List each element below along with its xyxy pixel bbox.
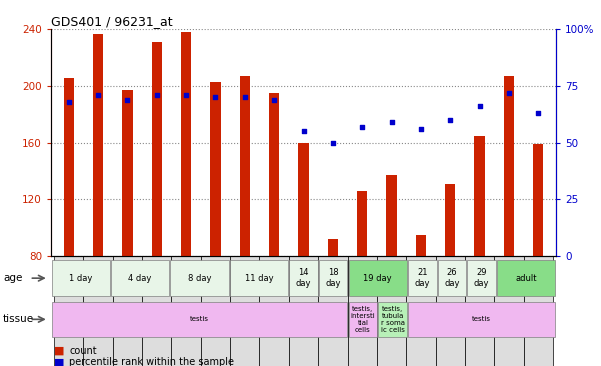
Bar bbox=[52, 260, 110, 296]
Bar bbox=[349, 302, 377, 337]
Point bbox=[387, 119, 397, 125]
Text: 21
day: 21 day bbox=[415, 268, 430, 288]
Bar bbox=[111, 260, 169, 296]
Bar bbox=[289, 260, 318, 296]
FancyBboxPatch shape bbox=[84, 256, 113, 366]
Text: 29
day: 29 day bbox=[474, 268, 489, 288]
FancyBboxPatch shape bbox=[494, 256, 523, 366]
FancyBboxPatch shape bbox=[171, 256, 201, 366]
Point bbox=[358, 124, 367, 130]
FancyBboxPatch shape bbox=[142, 256, 171, 366]
Bar bbox=[328, 239, 338, 256]
Text: testis,
tubula
r soma
ic cells: testis, tubula r soma ic cells bbox=[380, 306, 404, 333]
Bar bbox=[230, 260, 288, 296]
Text: ■: ■ bbox=[54, 357, 64, 366]
Point bbox=[210, 94, 220, 100]
Bar bbox=[386, 175, 397, 256]
Text: ■: ■ bbox=[54, 346, 64, 356]
Bar bbox=[497, 260, 555, 296]
Bar bbox=[269, 93, 279, 256]
Text: 11 day: 11 day bbox=[245, 274, 273, 283]
Text: 14
day: 14 day bbox=[296, 268, 311, 288]
Text: 19 day: 19 day bbox=[364, 274, 392, 283]
Point bbox=[123, 97, 132, 102]
FancyBboxPatch shape bbox=[436, 256, 465, 366]
Bar bbox=[93, 34, 103, 256]
Text: 26
day: 26 day bbox=[444, 268, 460, 288]
Bar bbox=[445, 184, 456, 256]
Text: GDS401 / 96231_at: GDS401 / 96231_at bbox=[51, 15, 172, 28]
Bar bbox=[171, 260, 228, 296]
Bar bbox=[210, 82, 221, 256]
Text: count: count bbox=[69, 346, 97, 356]
Text: percentile rank within the sample: percentile rank within the sample bbox=[69, 357, 234, 366]
Point bbox=[475, 104, 484, 109]
FancyBboxPatch shape bbox=[201, 256, 230, 366]
Point bbox=[93, 92, 103, 98]
FancyBboxPatch shape bbox=[113, 256, 142, 366]
Bar bbox=[64, 78, 74, 256]
FancyBboxPatch shape bbox=[260, 256, 289, 366]
Point bbox=[445, 117, 455, 123]
Bar bbox=[181, 32, 191, 256]
Bar bbox=[357, 191, 367, 256]
Bar bbox=[504, 76, 514, 256]
FancyBboxPatch shape bbox=[523, 256, 553, 366]
Bar bbox=[474, 136, 485, 256]
FancyBboxPatch shape bbox=[347, 256, 377, 366]
Point bbox=[240, 94, 249, 100]
Point bbox=[504, 90, 514, 96]
Bar bbox=[408, 302, 555, 337]
FancyBboxPatch shape bbox=[377, 256, 406, 366]
Bar bbox=[379, 302, 407, 337]
Point bbox=[182, 92, 191, 98]
Text: age: age bbox=[3, 273, 22, 283]
Point bbox=[534, 110, 543, 116]
Point bbox=[416, 126, 426, 132]
Point bbox=[152, 92, 162, 98]
FancyBboxPatch shape bbox=[54, 256, 84, 366]
Bar bbox=[533, 144, 543, 256]
Point bbox=[299, 128, 308, 134]
Bar bbox=[122, 90, 133, 256]
FancyBboxPatch shape bbox=[318, 256, 347, 366]
Bar bbox=[52, 302, 347, 337]
Bar bbox=[408, 260, 436, 296]
Bar bbox=[468, 260, 496, 296]
FancyBboxPatch shape bbox=[230, 256, 260, 366]
Text: tissue: tissue bbox=[3, 314, 34, 324]
Bar bbox=[438, 260, 466, 296]
Bar bbox=[240, 76, 250, 256]
Text: 18
day: 18 day bbox=[326, 268, 341, 288]
Bar bbox=[151, 42, 162, 256]
FancyBboxPatch shape bbox=[406, 256, 436, 366]
Bar bbox=[416, 235, 426, 256]
Bar bbox=[349, 260, 407, 296]
Text: testis: testis bbox=[472, 316, 491, 322]
Bar bbox=[298, 143, 309, 256]
Text: testis,
intersti
tial
cells: testis, intersti tial cells bbox=[350, 306, 375, 333]
FancyBboxPatch shape bbox=[289, 256, 318, 366]
Text: 1 day: 1 day bbox=[69, 274, 93, 283]
FancyBboxPatch shape bbox=[465, 256, 494, 366]
Bar bbox=[319, 260, 347, 296]
Text: adult: adult bbox=[516, 274, 537, 283]
Point bbox=[269, 97, 279, 102]
Text: testis: testis bbox=[190, 316, 209, 322]
Text: 8 day: 8 day bbox=[188, 274, 212, 283]
Point bbox=[328, 140, 338, 146]
Point bbox=[64, 99, 73, 105]
Text: 4 day: 4 day bbox=[129, 274, 152, 283]
